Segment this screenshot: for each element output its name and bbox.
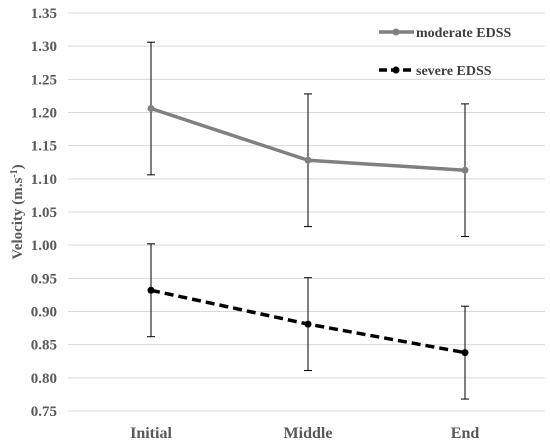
legend-item: moderate EDSS: [379, 26, 511, 41]
y-tick-label: 1.25: [31, 72, 57, 88]
y-tick-label: 1.15: [31, 139, 57, 155]
y-tick-label: 0.75: [31, 404, 57, 420]
x-category-label: End: [451, 425, 480, 442]
x-category-labels: Initial Middle End: [130, 425, 479, 442]
y-tick-label: 0.95: [31, 271, 57, 287]
legend-label: severe EDSS: [416, 64, 492, 79]
y-tick-label: 1.35: [31, 6, 57, 22]
legend-item: severe EDSS: [379, 64, 492, 79]
y-tick-label: 0.80: [31, 371, 57, 387]
legend: moderate EDSS severe EDSS: [379, 26, 511, 79]
y-tick-label: 1.05: [31, 205, 57, 221]
y-tick-label: 0.85: [31, 338, 57, 354]
series-0: [147, 41, 469, 238]
data-point: [147, 105, 155, 113]
data-point: [304, 156, 312, 164]
legend-label: moderate EDSS: [416, 26, 511, 41]
y-tick-labels: 0.75 0.80 0.85 0.90 0.95 1.00 1.05 1.10 1.15 1.20…: [31, 6, 57, 420]
x-category-label: Middle: [284, 425, 333, 442]
y-tick-label: 1.10: [31, 172, 57, 188]
legend-marker: [392, 66, 400, 74]
x-category-label: Initial: [130, 425, 172, 442]
y-tick-label: 1.00: [31, 238, 57, 254]
data-point: [461, 166, 469, 174]
y-tick-label: 1.20: [31, 106, 57, 122]
data-point: [147, 286, 155, 294]
legend-marker: [392, 28, 400, 36]
y-axis-title-text: Velocity (m.s: [10, 178, 26, 260]
y-tick-label: 1.30: [31, 39, 57, 55]
y-axis-title: Velocity (m.s-1): [9, 164, 26, 259]
data-point: [461, 349, 469, 357]
data-point: [304, 320, 312, 328]
y-axis-title-close: ): [10, 164, 26, 169]
y-axis-title-superscript: -1: [9, 169, 20, 177]
y-tick-label: 0.90: [31, 305, 57, 321]
series-1: [147, 243, 469, 400]
series-group: [147, 41, 469, 400]
